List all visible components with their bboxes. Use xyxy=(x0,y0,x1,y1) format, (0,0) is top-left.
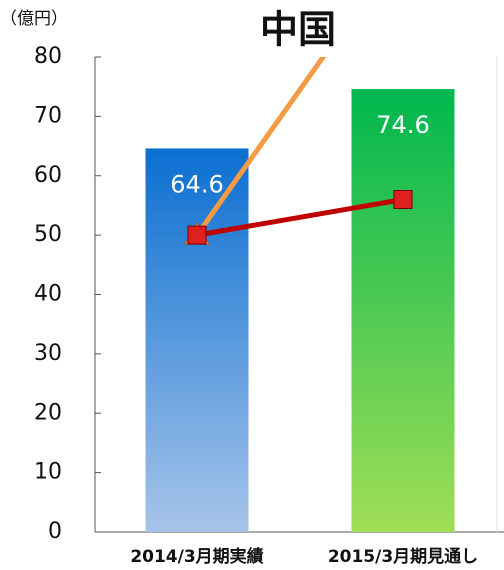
marker xyxy=(187,225,207,245)
y-tick-label: 10 xyxy=(34,460,62,485)
y-tick-label: 70 xyxy=(34,103,62,128)
chart-title: 中国 xyxy=(260,8,336,52)
y-tick-label: 20 xyxy=(34,400,62,425)
data-label: 64.6 xyxy=(170,170,223,198)
plot-area xyxy=(145,57,455,532)
y-tick-label: 60 xyxy=(34,163,62,188)
y-tick-label: 80 xyxy=(34,44,62,69)
y-tick-label: 40 xyxy=(34,282,62,307)
bar xyxy=(351,89,455,532)
marker xyxy=(393,190,413,209)
x-tick-label: 2014/3月期実績 xyxy=(130,546,263,567)
unit-label: （億円） xyxy=(0,9,68,29)
y-tick-label: 0 xyxy=(48,519,62,544)
line xyxy=(196,197,404,238)
data-label: 74.6 xyxy=(376,111,429,139)
x-tick-label: 2015/3月期見通し xyxy=(328,547,478,567)
y-tick-label: 30 xyxy=(34,341,62,366)
bar xyxy=(145,148,249,532)
y-tick-label: 50 xyxy=(34,222,62,247)
line xyxy=(194,57,327,237)
